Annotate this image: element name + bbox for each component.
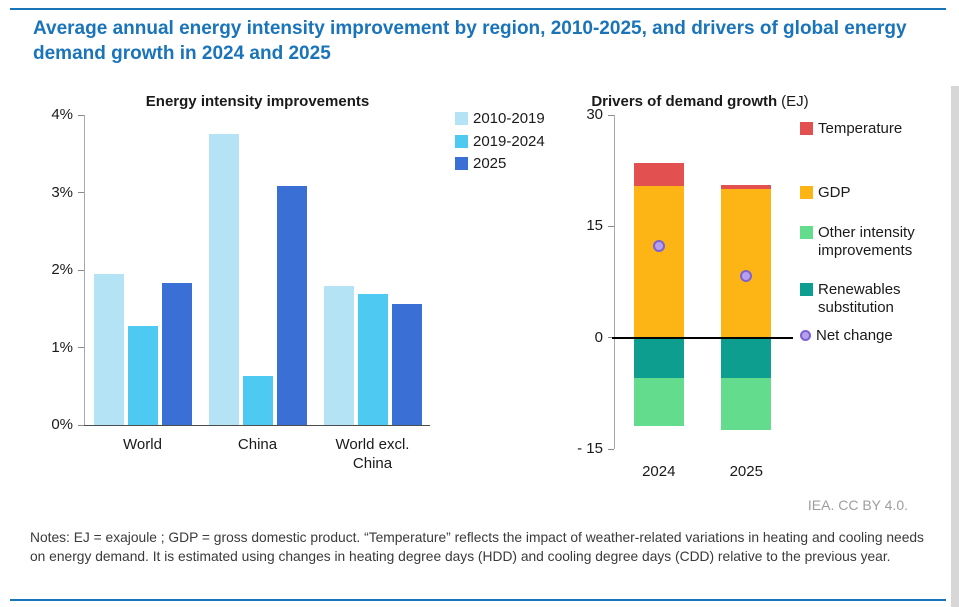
top-divider [10, 8, 946, 10]
y-axis-tick-mark [78, 424, 84, 426]
attribution-text: IEA. CC BY 4.0. [807, 497, 908, 513]
legend-swatch-icon [800, 226, 813, 239]
y-axis-tick-label: 30 [586, 106, 603, 123]
y-axis-tick-label: 0% [51, 416, 73, 433]
legend-label: GDP [818, 184, 851, 201]
right-chart-title-text: Drivers of demand growth [591, 93, 778, 110]
legend-label: Other intensity improvements [818, 224, 915, 259]
bar-2010-2019-world-excl-china [323, 286, 354, 425]
x-axis-line [84, 425, 430, 426]
legend-swatch-icon [800, 283, 813, 296]
bar-2019-2024-china [242, 376, 273, 425]
y-axis-tick-mark [78, 192, 84, 193]
legend-item-renewables-substitution: Renewables substitution [800, 281, 955, 316]
page-title: Average annual energy intensity improvem… [33, 18, 907, 65]
legend-item-net-change: Net change [800, 327, 893, 345]
legend-item-2025: 2025 [455, 155, 550, 173]
bar-other-intensity-improvements-2025 [721, 378, 772, 430]
page-edge-strip [951, 86, 959, 607]
y-axis-tick-mark [78, 347, 84, 348]
legend-label: 2019-2024 [473, 132, 545, 150]
bar-renewables-substitution-2025 [721, 337, 772, 379]
y-axis-tick-mark [608, 337, 614, 339]
y-axis-line [614, 115, 615, 449]
legend-swatch-icon [455, 157, 468, 171]
y-axis-line [84, 115, 85, 425]
x-axis-category-label: World excl. China [335, 436, 410, 472]
y-axis-tick-mark [608, 448, 614, 450]
bar-2019-2024-world [127, 325, 158, 425]
bar-2010-2019-china [208, 134, 239, 425]
legend-swatch-icon [800, 122, 813, 135]
bar-other-intensity-improvements-2024 [633, 378, 684, 426]
legend-item-temperature: Temperature [800, 120, 902, 138]
legend-item-2019-2024: 2019-2024 [455, 133, 550, 151]
y-axis-tick-mark [78, 269, 84, 271]
right-chart-legend: Temperature GDP Other intensity improvemen… [800, 110, 955, 370]
right-chart-title: Drivers of demand growth (EJ) [555, 93, 845, 110]
net-change-marker-2024 [652, 239, 665, 252]
bar-2019-2024-world-excl-china [357, 294, 388, 425]
left-chart-plot: 0% 1% 2% 3% 4% World China World excl. China [51, 106, 430, 472]
bar-2010-2019-world [93, 273, 124, 425]
y-axis-tick-label: 4% [51, 106, 73, 123]
y-axis-tick-label: 0 [594, 328, 603, 346]
bar-2025-china [276, 186, 307, 425]
x-axis-category-label: 2024 [642, 463, 676, 480]
legend-swatch-icon [455, 112, 468, 125]
legend-label: 2010-2019 [473, 110, 545, 127]
bar-temperature-2024 [633, 163, 684, 186]
y-axis-tick-mark [608, 114, 614, 116]
bar-2025-world [161, 283, 192, 425]
net-change-marker-2025 [740, 270, 753, 283]
y-axis-tick-mark [608, 225, 614, 227]
right-chart-plot: - 15 0 15 30 2024 2025 [577, 106, 793, 480]
y-axis-tick-label: - 15 [577, 440, 603, 457]
bar-gdp-2025 [721, 189, 772, 338]
x-axis-category-label: World [123, 436, 162, 453]
left-chart-title: Energy intensity improvements [145, 93, 370, 110]
zero-axis-line [612, 336, 793, 339]
x-axis-category-label: China [237, 436, 278, 453]
legend-swatch-icon [455, 134, 468, 148]
bar-gdp-2024 [633, 185, 684, 338]
left-chart-legend: 2010-2019 2019-2024 2025 [455, 110, 550, 178]
bar-temperature-2025 [721, 184, 772, 190]
demand-drivers-chart: Drivers of demand growth (EJ) - 15 0 15 30 20… [555, 93, 855, 493]
legend-label: Net change [816, 327, 893, 344]
legend-item-other-intensity-improvements: Other intensity improvements [800, 224, 955, 259]
x-axis-category-label: 2025 [729, 463, 763, 480]
bottom-divider [10, 599, 946, 601]
legend-label: 2025 [473, 155, 507, 173]
y-axis-tick-label: 15 [586, 217, 603, 235]
y-axis-tick-label: 3% [51, 183, 73, 201]
legend-item-2010-2019: 2010-2019 [455, 110, 550, 128]
legend-label: Renewables substitution [818, 281, 901, 316]
legend-swatch-icon [800, 186, 813, 199]
y-axis-tick-mark [78, 114, 84, 116]
legend-label: Temperature [818, 120, 903, 137]
right-chart-title-unit: (EJ) [781, 93, 809, 110]
energy-intensity-chart: Energy intensity improvements 0% 1% 2% 3% 4%… [30, 93, 460, 493]
legend-item-gdp: GDP [800, 184, 851, 202]
notes-text: Notes: EJ = exajoule ; GDP = gross domes… [30, 530, 924, 565]
y-axis-tick-label: 2% [51, 261, 73, 278]
bar-renewables-substitution-2024 [633, 337, 684, 379]
bar-2025-world-excl-china [391, 304, 422, 425]
net-change-dot-icon [800, 330, 811, 341]
y-axis-tick-label: 1% [51, 338, 73, 356]
